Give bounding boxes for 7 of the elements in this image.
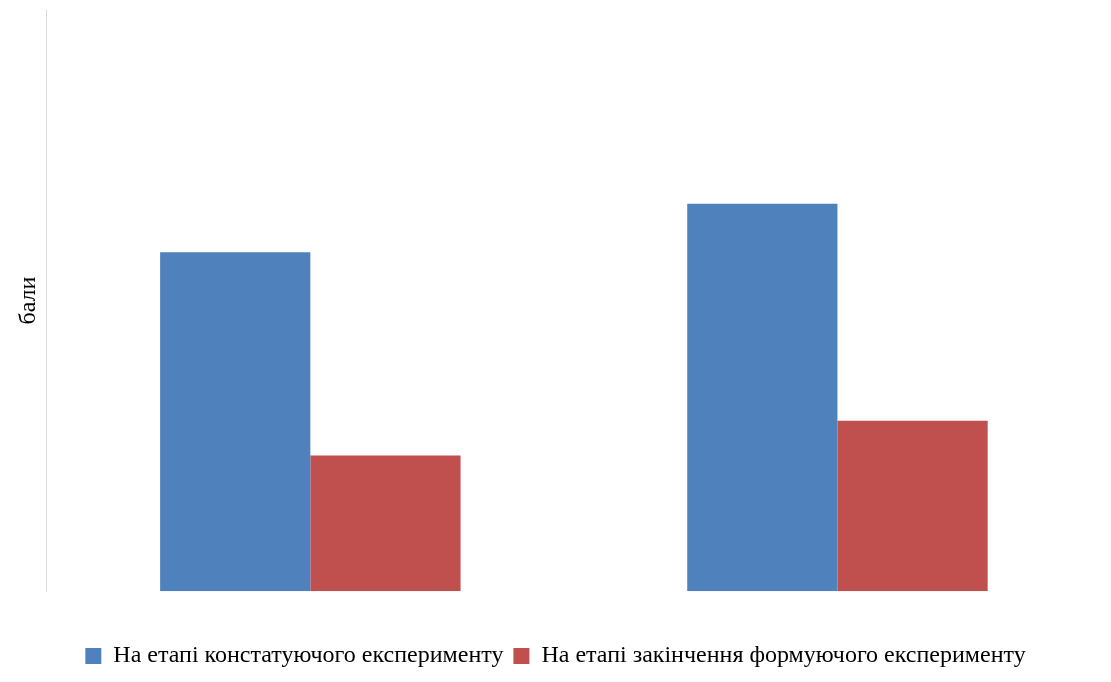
legend-label: На етапі констатуючого експерименту [113,641,504,668]
bar [837,420,988,592]
bar [687,203,838,592]
legend-label: На етапі закінчення формуючого експерименту [541,641,1026,668]
bar [160,252,311,592]
y-axis-title: бали [13,276,40,325]
bar [310,455,461,592]
